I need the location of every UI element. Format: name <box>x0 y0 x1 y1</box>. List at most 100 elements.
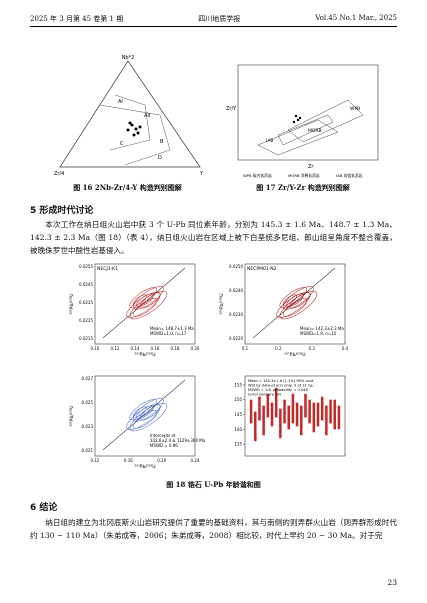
ellipse <box>139 404 161 421</box>
error-bar <box>337 405 341 430</box>
x-tick-label: 0.1 <box>242 346 249 351</box>
y-tick-label: 0.0255 <box>79 264 93 269</box>
y-axis-label: ²⁰⁶Pb/²³⁸U <box>219 293 225 314</box>
ellipse <box>129 399 157 421</box>
apex-label: Nb*2 <box>122 55 135 61</box>
y-tick-label: 0.0225 <box>79 318 93 323</box>
x-tick-label: 0.4 <box>342 346 349 351</box>
field-label: AII <box>144 113 150 119</box>
ellipse <box>133 410 158 429</box>
box-text: MSWD=1.0, n=17 <box>150 331 187 336</box>
box-text: Mean= 142.3±2.3 Ma <box>300 326 344 331</box>
box-text: 142.6±2.4 & 1129±300 Ma <box>150 438 206 443</box>
heading: 6 结论 <box>30 503 58 513</box>
x-tick-label: 0.16 <box>124 458 133 463</box>
y-tick-label: 150 <box>234 397 242 402</box>
plot-frame <box>244 375 346 457</box>
paragraph: 纳日组的建立为北冈底斯火山岩研究提供了重要的基础资料，其与南侧的则弄群火山岩（则… <box>30 518 397 540</box>
ellipse <box>132 286 164 310</box>
x-tick-label: 0.14 <box>131 346 140 351</box>
ellipse <box>279 290 318 320</box>
error-bar <box>270 402 274 427</box>
ellipse <box>129 402 168 432</box>
plot-frame <box>94 375 196 457</box>
legend: IAB 岛弧玄武岩 <box>336 173 363 178</box>
error-bar <box>279 408 282 439</box>
y-tick-label: 0.0230 <box>229 312 243 317</box>
field-label: MORB <box>308 128 322 134</box>
ellipse <box>283 298 308 317</box>
caption: 图 17 Zr/Y-Zr 构造判别图解 <box>256 183 350 192</box>
x-tick-label: 0.12 <box>111 346 120 351</box>
error-bar <box>287 405 290 430</box>
concordia <box>252 267 336 339</box>
fig17: Zr/Y Zr WPB MORB IAB WPB 板内玄武岩 MORB 洋脊玄武… <box>226 64 379 178</box>
ellipse <box>126 403 161 430</box>
field-label: B <box>160 139 164 145</box>
field-label: WPB <box>350 106 360 112</box>
field-label: AI <box>118 99 123 105</box>
fig18: NECJ3-K1 0.10 0.12 0.14 0.16 0.18 0.20 0.0255 0.… <box>69 263 349 470</box>
y-tick-label: 0.0235 <box>79 300 93 305</box>
box-text: Intercepts at <box>150 433 176 438</box>
fig16: Nb*2 Zr/4 Y AI AII B C D <box>54 55 204 177</box>
box-text: Mean= 148.7±1.3 Ma <box>150 326 194 331</box>
error-bar <box>262 405 265 436</box>
x-tick-label: 0.16 <box>151 346 160 351</box>
axis-label: Zr/Y <box>226 106 237 112</box>
caption: 图 18 锆石 U-Pb 年龄谐和图 <box>166 480 261 489</box>
x-tick-label: 0.12 <box>91 458 100 463</box>
box-text: Mean = 145.3±1.6 [1.1%] 95% conf. <box>248 379 314 383</box>
header-center: 四川地质学报 <box>198 15 241 23</box>
plot-frame <box>244 263 346 345</box>
axis-label: Zr <box>308 164 314 170</box>
x-tick-label: 0.2 <box>275 346 282 351</box>
y-tick-label: 135 <box>234 442 242 447</box>
error-bar <box>254 411 257 442</box>
legend: WPB 板内玄武岩 <box>243 173 272 178</box>
error-bar <box>291 393 295 424</box>
ellipse <box>129 287 157 309</box>
paragraph: 本次工作在纳日组火山岩中获 3 个 U-Pb 同位素年龄，分别为 145.3 ±… <box>30 220 397 255</box>
box-text: (error bars are 2σ) <box>248 393 282 397</box>
error-bar <box>258 396 261 421</box>
y-tick-label: 0.0220 <box>229 336 243 341</box>
apex-label: Y <box>199 171 204 177</box>
ellipse <box>289 292 311 309</box>
error-bar <box>266 393 270 418</box>
error-bar <box>320 396 324 421</box>
error-bar <box>300 405 303 436</box>
error-bar <box>304 393 307 418</box>
error-bar <box>249 399 253 424</box>
field-label: IAB <box>266 138 274 144</box>
caption: 图 16 2Nb-Zr/4-Y 构造判别图解 <box>73 183 182 192</box>
ellipse <box>129 290 168 320</box>
y-tick-label: 0.0250 <box>229 264 243 269</box>
error-bar <box>308 399 311 424</box>
box-text: Wtd by data-pt errs only, 0 of 22 rej. <box>248 384 314 388</box>
header-left: 2025 年 3 月第 45 卷第 1 期 <box>30 15 124 23</box>
ellipse <box>282 286 314 310</box>
y-tick-label: 0.021 <box>82 448 94 453</box>
x-tick-label: 0.20 <box>157 458 166 463</box>
field-label: D <box>158 155 162 161</box>
x-axis-label: ²⁰⁷Pb/²³⁵U <box>134 464 155 470</box>
box-text: MSWD = 0.96 <box>150 443 178 448</box>
x-axis-label: ²⁰⁷Pb/²³⁵U <box>134 352 155 358</box>
x-tick-label: 0.18 <box>171 346 180 351</box>
error-bar <box>316 402 320 427</box>
y-tick-label: 140 <box>234 427 242 432</box>
x-tick-label: 0.3 <box>308 346 315 351</box>
ellipse <box>279 287 307 309</box>
error-bar <box>333 399 336 430</box>
y-tick-label: 0.0245 <box>79 282 93 287</box>
y-tick-label: 0.0240 <box>229 288 243 293</box>
x-axis-label: ²⁰⁷Pb/²³⁵U <box>284 352 305 358</box>
error-bar <box>312 402 316 433</box>
ellipse <box>139 292 161 309</box>
panel-title: NECJ3-K1 <box>97 266 118 272</box>
y-tick-label: 145 <box>234 412 242 417</box>
y-tick-label: 155 <box>234 382 242 387</box>
ellipse <box>126 291 161 318</box>
x-tick-label: 0.10 <box>91 346 100 351</box>
